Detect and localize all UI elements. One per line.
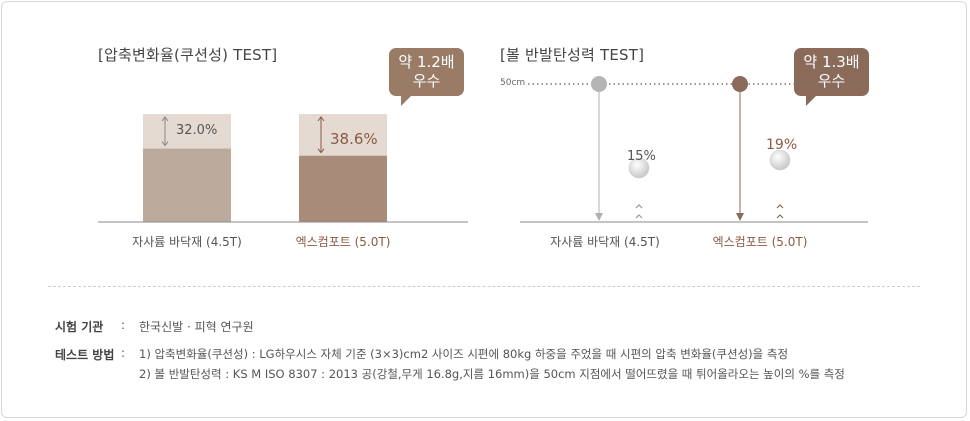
- method-colon: :: [121, 346, 126, 360]
- compression-bar-0: [143, 148, 231, 222]
- rebound-badge: 약 1.3배 우수: [794, 48, 869, 106]
- compression-bar-top-0: [143, 114, 231, 149]
- compression-value-label-0: 32.0%: [176, 123, 218, 138]
- compression-category-0: 자사륨 바닥재 (4.5T): [132, 235, 242, 249]
- rebound-ball-1: [769, 149, 791, 171]
- agency-key: 시험 기관: [55, 320, 104, 334]
- compression-bar-top-1: [299, 114, 387, 156]
- drop-arrow-1: [736, 213, 744, 221]
- agency-colon: :: [121, 318, 126, 332]
- drop-start-marker-1: [732, 76, 748, 92]
- compression-arrow-head-down-0: [161, 141, 169, 147]
- rebound-badge-line1: 약 1.3배: [803, 53, 860, 71]
- compression-arrow-head-up-0: [161, 116, 169, 122]
- compression-badge: 약 1.2배 우수: [389, 48, 464, 106]
- rebound-badge-line2: 우수: [817, 72, 846, 90]
- compression-category-1: 엑스컴포트 (5.0T): [295, 235, 391, 249]
- rebound-title: [볼 반발탄성력 TEST]: [500, 46, 645, 64]
- agency-row: 시험 기관 : 한국신발 · 피혁 연구원: [55, 318, 935, 336]
- compression-bar-1: [299, 155, 387, 222]
- badge-tail: [806, 96, 816, 106]
- drop-height-label: 50cm: [500, 78, 526, 88]
- compression-value-label-1: 38.6%: [330, 130, 378, 148]
- method-key: 테스트 방법: [55, 348, 115, 362]
- rebound-value-label-1: 19%: [766, 137, 798, 153]
- drop-arrow-0: [595, 213, 603, 221]
- divider: [48, 286, 920, 287]
- rebound-chart: [520, 76, 868, 223]
- compression-arrow-head-up-1: [317, 116, 325, 122]
- rebound-mark-low-1: [776, 214, 784, 219]
- method-line2: 2) 볼 반발탄성력 : KS M ISO 8307 : 2013 공(강철,무…: [139, 367, 845, 381]
- rebound-mark-low-0: [635, 214, 643, 219]
- agency-value: 한국신발 · 피혁 연구원: [139, 320, 254, 334]
- rebound-ball-0: [628, 157, 650, 179]
- badge-tail: [401, 96, 411, 106]
- rebound-value-label-0: 15%: [627, 149, 656, 164]
- method-line1: 1) 압축변화율(쿠션성) : LG하우시스 자체 기준 (3×3)cm2 사이…: [139, 347, 789, 361]
- method-row: 테스트 방법 : 1) 압축변화율(쿠션성) : LG하우시스 자체 기준 (3…: [55, 346, 935, 386]
- rebound-category-1: 엑스컴포트 (5.0T): [712, 235, 808, 249]
- rebound-category-0: 자사륨 바닥재 (4.5T): [550, 235, 660, 249]
- compression-arrow-head-down-1: [317, 148, 325, 154]
- compression-badge-line1: 약 1.2배: [398, 53, 455, 71]
- drop-start-marker-0: [591, 76, 607, 92]
- rebound-mark-high-1: [776, 204, 784, 209]
- compression-title: [압축변화율(쿠션성) TEST]: [98, 46, 278, 64]
- compression-chart: [98, 114, 468, 223]
- compression-badge-line2: 우수: [412, 72, 441, 90]
- rebound-mark-high-0: [635, 204, 643, 209]
